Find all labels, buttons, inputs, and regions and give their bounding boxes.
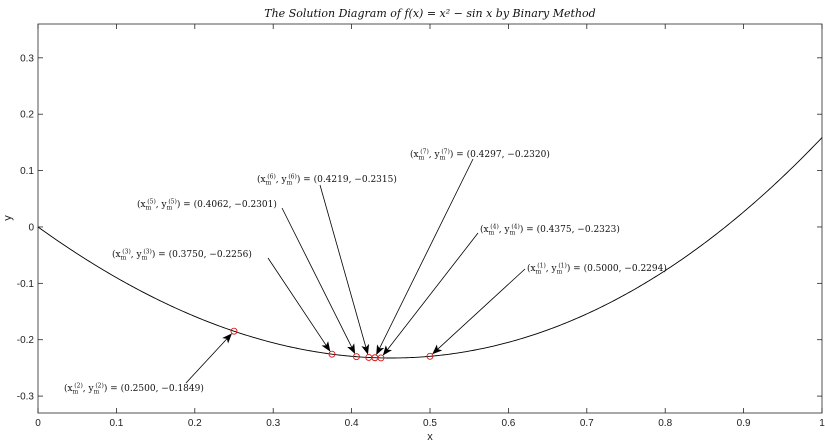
curve-layer [37, 137, 823, 359]
axis-ticks: 0 0.1 0.2 0.3 0.4 0.5 0.6 0.7 0.8 0.9 1 -0.3 -0.2 -0.… [17, 24, 825, 429]
iteration-point-2 [230, 327, 238, 335]
annotation-label-5: (xm(5), ym(5)) = (0.4062, −0.2301) [137, 199, 277, 212]
annotation-arrow-5 [281, 207, 356, 354]
x-tick-label: 0.2 [188, 418, 202, 429]
annotation-label-1: (xm(1), ym(1)) = (0.5000, −0.2294) [527, 263, 667, 276]
y-tick-label: 0 [28, 222, 34, 233]
annotation-label-2: (xm(2), ym(2)) = (0.2500, −0.1849) [64, 383, 204, 396]
annotations: (xm(1), ym(1)) = (0.5000, −0.2294) (xm(2)… [64, 149, 667, 396]
function-curve [37, 137, 823, 359]
iteration-point-3 [328, 350, 336, 358]
x-tick-label: 0.7 [580, 418, 594, 429]
x-tick-label: 0 [35, 418, 41, 429]
annotation-label-7: (xm(7), ym(7)) = (0.4297, −0.2320) [410, 149, 550, 162]
annotation-arrow-3 [267, 257, 331, 352]
x-axis-label: x [427, 431, 433, 442]
annotation-label-3: (xm(3), ym(3)) = (0.3750, −0.2256) [112, 249, 252, 262]
annotation-label-4: (xm(4), ym(4)) = (0.4375, −0.2323) [480, 224, 620, 237]
plot-area [37, 23, 823, 414]
y-tick-label: 0.3 [20, 53, 34, 64]
x-tick-label: 0.5 [423, 418, 437, 429]
x-tick-label: 0.9 [737, 418, 751, 429]
iteration-point-5 [353, 353, 360, 361]
annotation-arrow-1 [432, 268, 526, 355]
chart-title: The Solution Diagram of f(x) = x² − sin … [264, 7, 595, 20]
x-tick-label: 0.6 [501, 418, 515, 429]
y-tick-label: -0.2 [17, 335, 35, 346]
y-axis-label: y [2, 215, 14, 221]
x-tick-label: 0.8 [658, 418, 672, 429]
annotation-arrow-6 [319, 184, 370, 355]
y-tick-label: 0.2 [20, 110, 34, 121]
y-tick-label: -0.3 [17, 392, 35, 403]
y-tick-label: -0.1 [17, 279, 35, 290]
annotation-arrow-2 [185, 333, 232, 384]
annotation-arrow-4 [382, 232, 479, 356]
x-tick-label: 0.1 [109, 418, 123, 429]
iteration-point-7 [371, 354, 379, 362]
annotation-label-6: (xm(6), ym(6)) = (0.4219, −0.2315) [257, 174, 397, 187]
x-tick-label: 0.3 [266, 418, 280, 429]
x-tick-label: 1 [819, 418, 825, 429]
iteration-point-1 [426, 352, 434, 360]
annotation-arrow-7 [376, 158, 474, 356]
x-tick-label: 0.4 [345, 418, 359, 429]
y-tick-label: 0.1 [20, 166, 34, 177]
